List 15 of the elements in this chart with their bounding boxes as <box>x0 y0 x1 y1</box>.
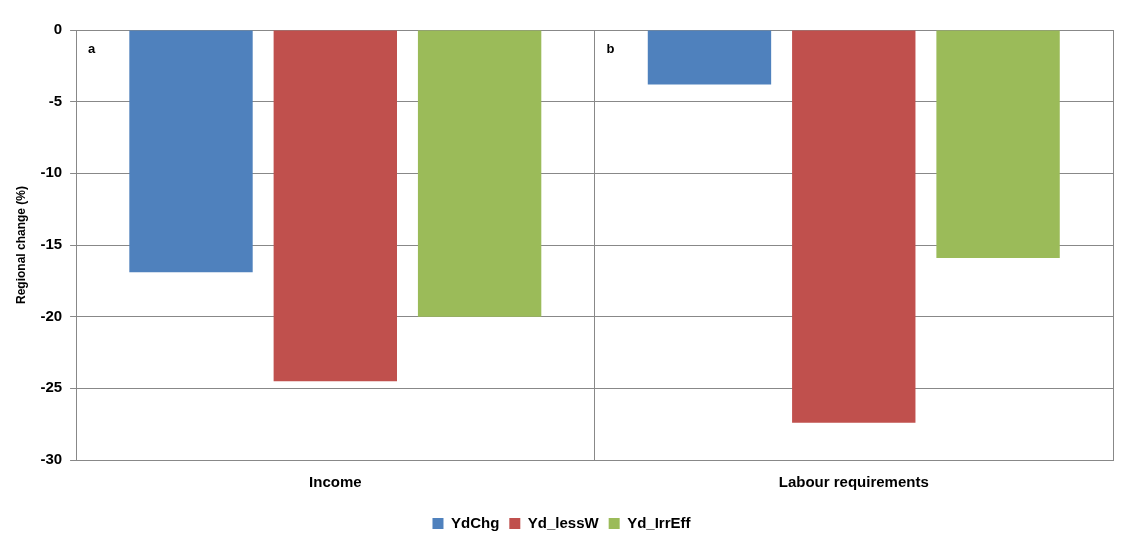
legend-label: Yd_lessW <box>527 513 600 531</box>
legend-label: YdChg <box>450 513 500 531</box>
annotation: a <box>88 41 97 57</box>
y-axis-title: Regional change (%) <box>13 185 28 305</box>
y-tick-label: -20 <box>40 306 63 324</box>
y-tick-label: 0 <box>53 20 63 38</box>
y-tick-label: -15 <box>40 235 63 253</box>
y-tick-label: -25 <box>40 378 63 396</box>
y-tick-label: -5 <box>48 91 63 109</box>
x-tick-label: Labour requirements <box>778 473 929 491</box>
y-tick-label: -30 <box>40 450 63 468</box>
y-tick-label: -10 <box>40 163 63 181</box>
legend-label: Yd_IrrEff <box>627 513 692 531</box>
annotation: b <box>606 41 615 57</box>
x-tick-label: Income <box>309 473 362 491</box>
